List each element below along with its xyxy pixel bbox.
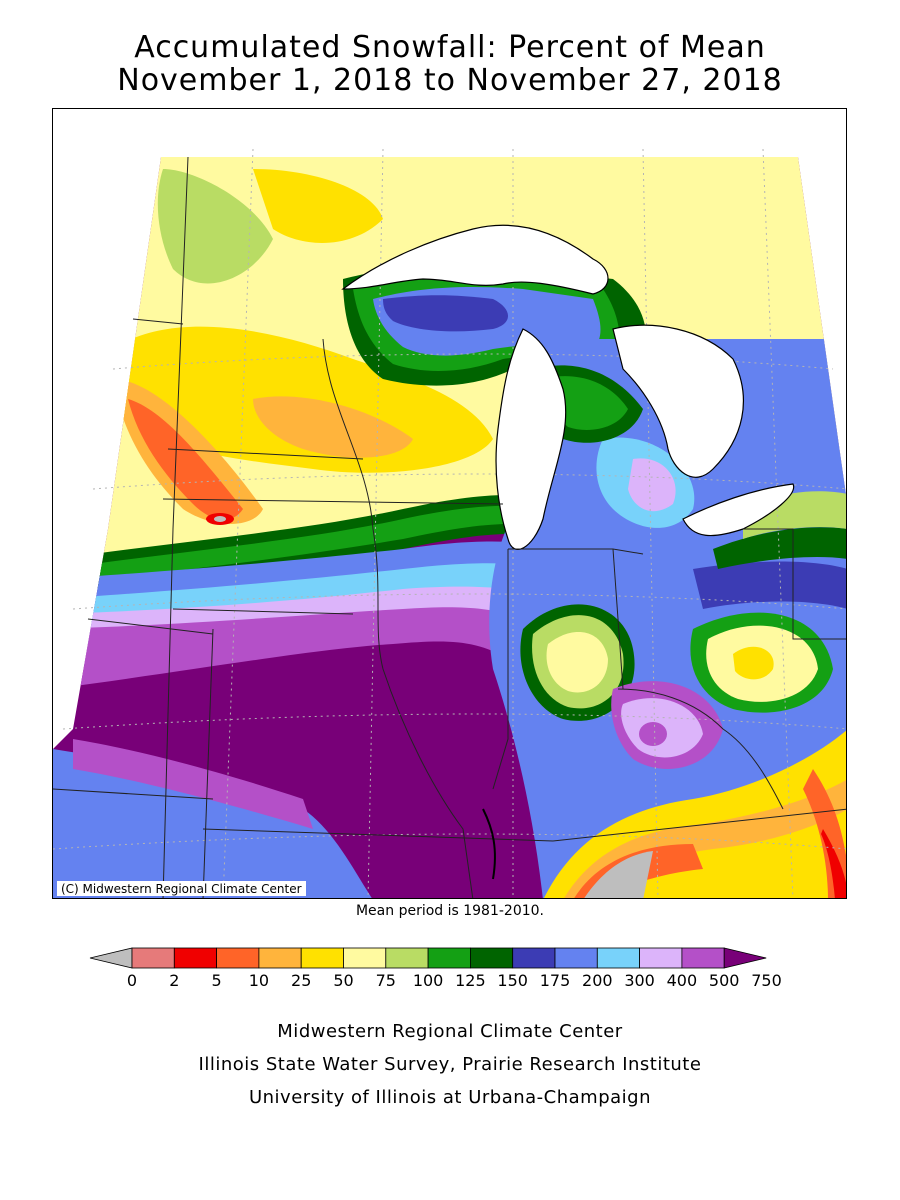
contour-25-50-a xyxy=(253,396,413,458)
legend-box-175 xyxy=(512,947,556,969)
legend-label-500: 500 xyxy=(709,971,740,990)
color-legend: 0 2 5 10 25 50 75 100 125 150 175 200 300 400 500 750 xyxy=(89,947,782,990)
footer-university: University of Illinois at Urbana-Champai… xyxy=(248,1087,652,1108)
map-subtitle-dates: November 1, 2018 to November 27, 2018 xyxy=(117,63,783,98)
legend-box-75 xyxy=(343,947,387,969)
legend-box-25 xyxy=(258,947,302,969)
great-lakes xyxy=(341,224,795,550)
legend-box-150 xyxy=(469,947,514,969)
legend-label-75: 75 xyxy=(376,971,396,990)
legend-label-100: 100 xyxy=(413,971,444,990)
contour-500-750-sw xyxy=(73,739,313,829)
legend-box-50 xyxy=(300,947,344,969)
legend-box-100 xyxy=(385,947,429,969)
legend-label-0: 0 xyxy=(127,971,137,990)
contour-175-200-east xyxy=(693,561,846,609)
legend-box-5 xyxy=(173,947,218,969)
graticule xyxy=(53,148,846,898)
legend-box-300 xyxy=(596,947,640,969)
contour-200-300-sw xyxy=(53,749,373,898)
footer-institute: Illinois State Water Survey, Prairie Res… xyxy=(198,1054,702,1075)
contour-5-10-east-edge xyxy=(821,829,846,898)
contour-0-2-se xyxy=(583,851,653,898)
contour-500-750-band xyxy=(53,607,533,689)
legend-label-300: 300 xyxy=(624,971,655,990)
state-boundaries xyxy=(53,156,846,898)
lake-superior xyxy=(341,224,609,295)
map-title: Accumulated Snowfall: Percent of Mean xyxy=(134,30,766,65)
legend-label-200: 200 xyxy=(582,971,613,990)
contour-75-100-in xyxy=(546,632,608,693)
legend-label-400: 400 xyxy=(667,971,698,990)
contour-10-25 xyxy=(128,399,243,520)
legend-label-150: 150 xyxy=(497,971,528,990)
legend-label-50: 50 xyxy=(333,971,353,990)
map-canvas xyxy=(53,148,846,898)
lake-huron xyxy=(612,324,744,478)
copyright-label: (C) Midwestern Regional Climate Center xyxy=(57,881,306,896)
contour-0-2 xyxy=(214,516,226,522)
snowfall-percent-map: (C) Midwestern Regional Climate Center xyxy=(52,108,847,899)
legend-color-boxes xyxy=(89,947,767,969)
legend-arrow-high xyxy=(723,947,767,969)
legend-box-2 xyxy=(131,947,175,969)
legend-box-10 xyxy=(216,947,260,969)
lake-erie xyxy=(682,483,795,537)
legend-label-2: 2 xyxy=(169,971,179,990)
contour-400-500-mi xyxy=(628,458,676,512)
contour-500-750-ky xyxy=(639,722,667,746)
legend-tick-labels: 0 2 5 10 25 50 75 100 125 150 175 200 300 400 500 750 xyxy=(127,971,782,990)
legend-arrow-low xyxy=(89,947,133,969)
legend-label-10: 10 xyxy=(249,971,269,990)
legend-box-500 xyxy=(681,947,725,969)
contour-200-300-east xyxy=(489,339,846,898)
contour-125-150-band xyxy=(93,505,573,579)
legend-box-200 xyxy=(554,947,598,969)
contour-50-75-oh xyxy=(733,646,774,680)
river-line xyxy=(482,808,496,880)
legend-label-125: 125 xyxy=(455,971,486,990)
footer-center-name: Midwestern Regional Climate Center xyxy=(277,1021,623,1042)
legend-label-175: 175 xyxy=(540,971,571,990)
legend-box-400 xyxy=(639,947,683,969)
contour-175-200-north xyxy=(383,295,508,332)
legend-label-750: 750 xyxy=(751,971,782,990)
legend-label-5: 5 xyxy=(212,971,222,990)
legend-label-25: 25 xyxy=(291,971,311,990)
mean-period-note: Mean period is 1981-2010. xyxy=(355,903,545,919)
contour-150-175-east xyxy=(713,527,846,569)
contour-50-75-north xyxy=(253,169,383,243)
legend-box-125 xyxy=(427,947,471,969)
